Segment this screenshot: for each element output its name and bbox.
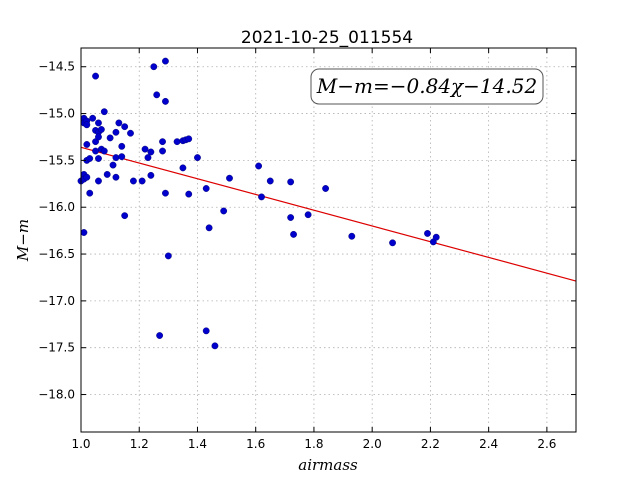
x-tick-label: 1.6 — [246, 437, 265, 451]
data-point — [424, 230, 431, 237]
x-tick-label: 1.4 — [188, 437, 207, 451]
annotation-frame — [310, 68, 544, 105]
x-tick-label: 1.8 — [304, 437, 323, 451]
data-point — [106, 134, 114, 142]
data-point — [95, 177, 102, 185]
data-point — [95, 133, 102, 141]
y-tick-label: −16.5 — [38, 247, 75, 261]
data-point — [322, 185, 329, 192]
y-tick-label: −15.0 — [38, 107, 75, 121]
data-point — [80, 229, 88, 236]
data-point — [159, 147, 166, 155]
fit-line — [80, 146, 577, 282]
annotation-box: M−m=−0.84χ−14.52 — [310, 68, 544, 105]
x-tick-label: 1.0 — [71, 437, 90, 451]
data-point — [162, 189, 169, 197]
data-point — [287, 178, 295, 186]
data-point — [202, 327, 210, 335]
data-point — [112, 154, 120, 161]
chart-title: 2021-10-25_011554 — [241, 28, 413, 48]
y-tick-label: −17.0 — [38, 294, 75, 308]
data-point — [83, 173, 91, 181]
x-tick-label: 2.2 — [421, 437, 440, 451]
data-point — [156, 332, 164, 339]
y-tick-label: −18.0 — [38, 388, 75, 402]
data-point — [147, 148, 155, 156]
data-point — [147, 171, 155, 179]
plot-area-frame — [80, 47, 577, 433]
data-point — [92, 147, 99, 155]
data-point — [348, 232, 356, 240]
data-point — [141, 145, 149, 153]
x-tick-label: 1.2 — [130, 437, 149, 451]
grid-lines — [80, 48, 576, 432]
data-point — [185, 135, 193, 143]
data-point — [266, 177, 274, 185]
x-axis-ticks: 1.0 1.2 1.4 1.6 1.8 2.0 2.2 2.4 2.6 — [71, 48, 556, 451]
data-point — [202, 185, 210, 192]
data-point — [92, 72, 99, 80]
data-point — [258, 193, 265, 201]
data-point — [95, 119, 102, 127]
data-point — [121, 212, 129, 220]
data-point — [205, 224, 213, 232]
data-point — [185, 190, 193, 198]
x-axis-label: airmass — [298, 456, 358, 474]
data-point — [130, 177, 137, 185]
data-point — [150, 63, 158, 71]
y-tick-label: −16.0 — [38, 200, 75, 214]
data-point — [304, 211, 312, 219]
y-axis-label: M−m — [14, 219, 32, 262]
data-point — [127, 129, 134, 137]
data-point — [100, 108, 108, 116]
data-point — [164, 252, 172, 260]
data-point — [83, 121, 91, 129]
x-tick-label: 2.0 — [363, 437, 382, 451]
data-point — [153, 91, 161, 99]
data-point — [118, 142, 126, 150]
data-point — [109, 161, 117, 169]
y-tick-label: −14.5 — [38, 60, 75, 74]
data-point — [83, 141, 91, 148]
data-point — [287, 214, 295, 221]
data-point — [86, 155, 94, 162]
data-point — [162, 97, 169, 105]
data-point — [159, 138, 166, 146]
y-tick-label: −17.5 — [38, 341, 75, 355]
data-point — [138, 177, 146, 185]
data-point — [255, 162, 263, 170]
data-point — [112, 173, 120, 181]
scatter-points — [77, 57, 440, 350]
data-point — [432, 233, 440, 241]
fit-line-group — [80, 146, 577, 282]
data-point — [194, 154, 201, 161]
data-point — [162, 57, 169, 65]
data-point — [179, 164, 187, 172]
data-point — [220, 207, 228, 215]
data-point — [290, 230, 297, 238]
data-point — [89, 114, 97, 122]
data-point — [121, 123, 129, 131]
data-point — [211, 342, 219, 350]
y-tick-label: −15.5 — [38, 153, 75, 167]
data-point — [144, 154, 152, 161]
data-point — [103, 171, 111, 178]
data-point — [112, 128, 120, 136]
data-point — [389, 239, 396, 247]
y-axis-ticks: −14.5 −15.0 −15.5 −16.0 −16.5 −17.0 −17.5 −18.0 — [38, 60, 576, 402]
data-point — [86, 189, 94, 197]
fit-equation-label: M−m=−0.84χ−14.52 — [316, 74, 537, 98]
x-tick-label: 2.6 — [537, 437, 556, 451]
data-point — [115, 119, 123, 127]
x-tick-label: 2.4 — [479, 437, 498, 451]
data-point — [95, 155, 102, 162]
data-point — [118, 153, 126, 161]
data-point — [173, 138, 181, 146]
data-point — [226, 174, 233, 182]
data-point — [100, 147, 108, 155]
data-point — [97, 126, 105, 133]
